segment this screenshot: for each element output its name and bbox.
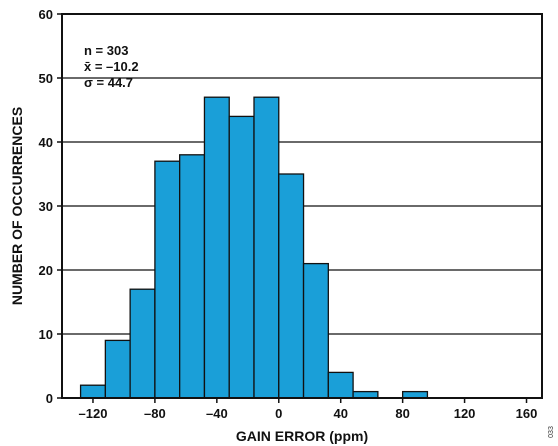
y-tick-label: 10 (39, 327, 53, 342)
x-tick-label: 40 (333, 406, 347, 421)
stat-annotation: x̄ = –10.2 (84, 59, 139, 74)
histogram-bar (79, 384, 107, 399)
y-tick-label: 30 (39, 199, 53, 214)
x-axis-title: GAIN ERROR (ppm) (236, 428, 368, 444)
histogram-bar (129, 288, 156, 399)
y-axis-title: NUMBER OF OCCURRENCES (9, 107, 25, 305)
stat-annotation: n = 303 (84, 43, 128, 58)
histogram-bar (278, 173, 305, 399)
y-tick-label: 50 (39, 71, 53, 86)
histogram-bar (154, 160, 181, 399)
x-tick-label: –40 (206, 406, 228, 421)
histogram-bar (327, 371, 354, 399)
x-tick-label: 120 (454, 406, 476, 421)
histogram-bar (104, 339, 131, 399)
y-tick-label: 20 (39, 263, 53, 278)
histogram-bar (203, 96, 230, 399)
x-tick-label: –120 (79, 406, 108, 421)
y-tick-label: 40 (39, 135, 53, 150)
stat-annotation: σ = 44.7 (84, 75, 133, 90)
figure-id: 033 (548, 426, 555, 438)
x-tick-label: 0 (275, 406, 282, 421)
y-tick-label: 60 (39, 7, 53, 22)
x-tick-label: 160 (516, 406, 538, 421)
histogram-bar (253, 96, 280, 399)
x-axis-ticks: –120 –80 –40 0 40 80 120 160 (79, 398, 538, 421)
x-tick-label: 80 (395, 406, 409, 421)
histogram-bar (302, 262, 329, 399)
histogram-bar (179, 154, 206, 399)
y-tick-label: 0 (46, 391, 53, 406)
y-axis-ticks: 0 10 20 30 40 50 60 (39, 7, 62, 406)
histogram-bars (79, 96, 429, 399)
histogram-bar (228, 115, 255, 399)
x-tick-label: –80 (144, 406, 166, 421)
